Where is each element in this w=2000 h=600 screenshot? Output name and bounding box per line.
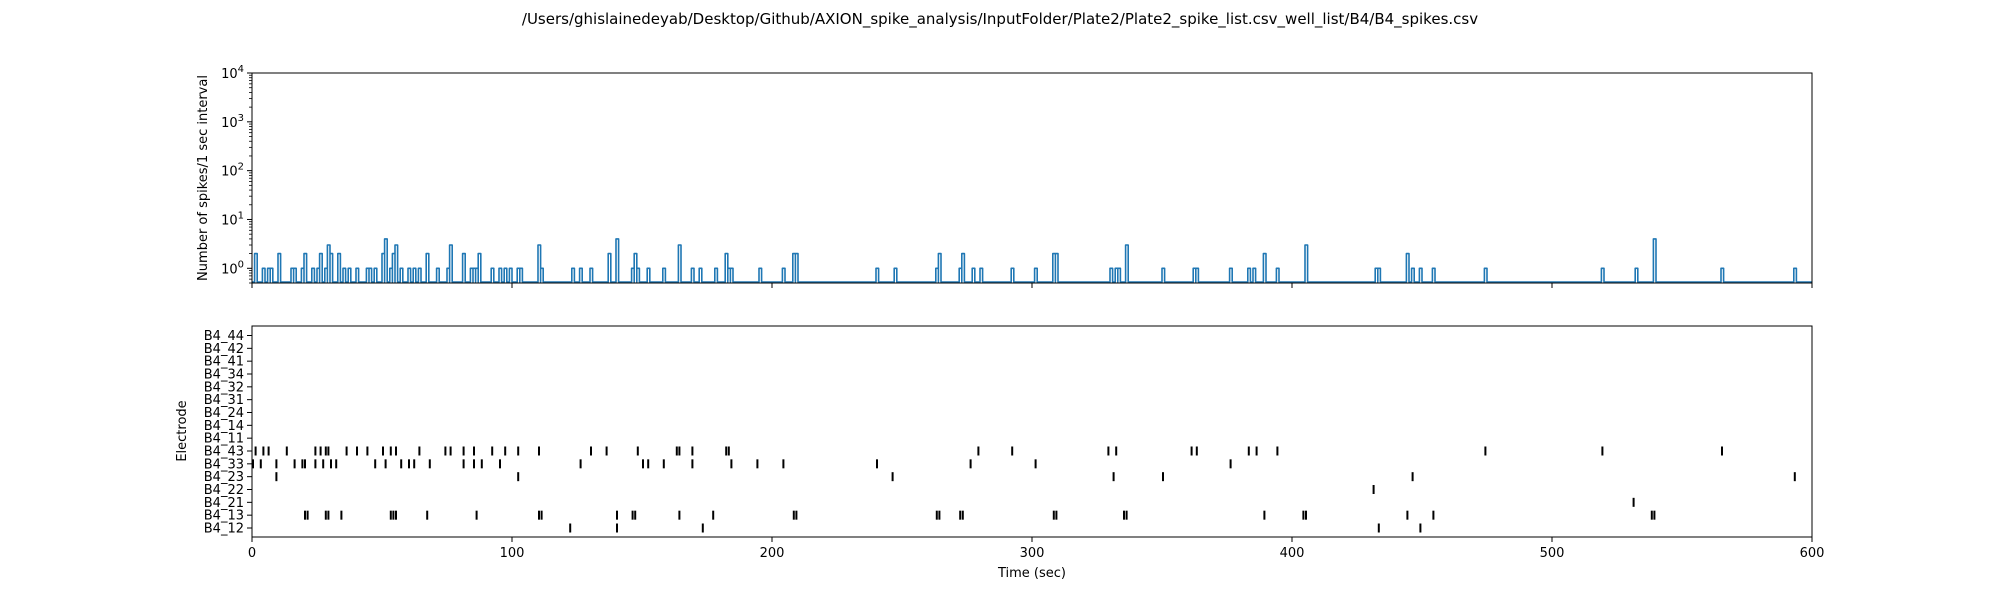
- electrode-label: B4_21: [204, 496, 244, 511]
- x-tick-label: 200: [760, 546, 785, 561]
- electrode-label: B4_41: [204, 355, 244, 370]
- electrode-label: B4_12: [204, 522, 244, 537]
- electrode-label: B4_13: [204, 509, 244, 524]
- electrode-label: B4_32: [204, 380, 244, 395]
- top-y-tick-label: 104: [221, 64, 244, 82]
- electrode-label: B4_24: [204, 406, 244, 421]
- electrode-label: B4_23: [204, 470, 244, 485]
- x-tick-label: 0: [248, 546, 256, 561]
- bottom-y-axis: B4_12B4_13B4_21B4_22B4_23B4_33B4_43B4_11…: [204, 329, 252, 537]
- bottom-axes-frame: [251, 325, 1813, 538]
- top-y-axis: 100 101 102 103 104: [221, 64, 252, 284]
- bottom-x-axis: 0 100 200 300 400 500 600: [248, 537, 1825, 561]
- electrode-label: B4_31: [204, 393, 244, 408]
- electrode-label: B4_22: [204, 483, 244, 498]
- raster-plot: [252, 446, 1796, 533]
- top-y-tick-label: 101: [221, 210, 244, 228]
- top-y-tick-label: 102: [221, 162, 244, 180]
- electrode-label: B4_34: [204, 368, 244, 383]
- figure-title: /Users/ghislainedeyab/Desktop/Github/AXI…: [522, 10, 1478, 29]
- x-tick-label: 400: [1280, 546, 1305, 561]
- raster-panel: B4_12B4_13B4_21B4_22B4_23B4_33B4_43B4_11…: [175, 325, 1825, 581]
- x-tick-label: 500: [1540, 546, 1565, 561]
- top-x-ticks: [251, 283, 1813, 288]
- electrode-label: B4_44: [204, 329, 244, 344]
- bottom-x-axis-label: Time (sec): [997, 566, 1066, 581]
- x-tick-label: 100: [500, 546, 525, 561]
- top-axes-frame: [251, 72, 1813, 284]
- electrode-label: B4_14: [204, 419, 244, 434]
- electrode-label: B4_11: [204, 432, 244, 447]
- top-y-axis-label: Number of spikes/1 sec interval: [196, 75, 211, 281]
- spike-count-plot: [252, 238, 1812, 283]
- spike-count-line: [252, 238, 1812, 283]
- spike-count-panel: 100 101 102 103 104 Number of spikes/1 sec i…: [196, 64, 1813, 288]
- bottom-y-axis-label: Electrode: [175, 400, 190, 461]
- electrode-label: B4_43: [204, 445, 244, 460]
- x-tick-label: 600: [1800, 546, 1825, 561]
- electrode-label: B4_42: [204, 342, 244, 357]
- x-tick-label: 300: [1020, 546, 1045, 561]
- top-y-tick-label: 103: [221, 113, 244, 131]
- top-y-tick-label: 100: [221, 259, 244, 277]
- electrode-label: B4_33: [204, 457, 244, 472]
